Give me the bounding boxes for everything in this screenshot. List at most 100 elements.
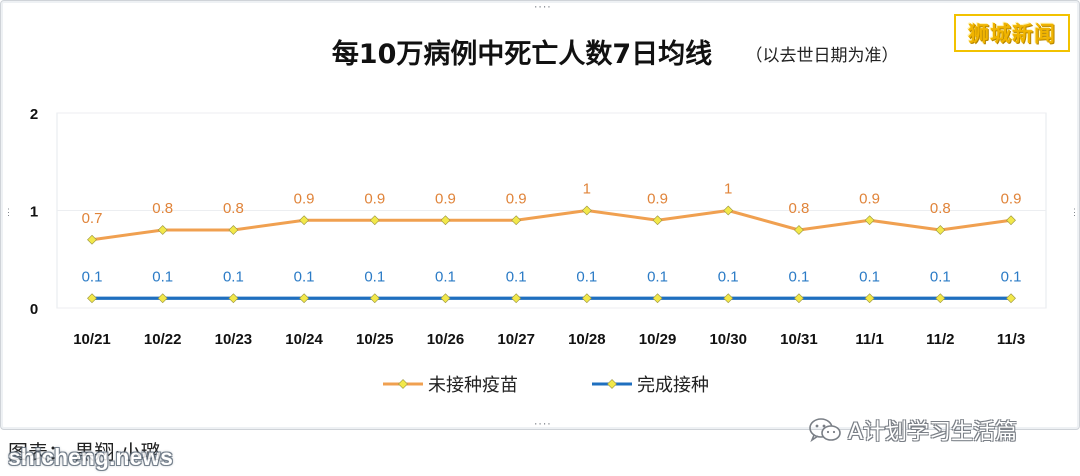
data-label: 0.1 (506, 268, 527, 285)
legend-label: 完成接种 (637, 375, 709, 396)
data-point (369, 215, 380, 226)
x-tick-label: 10/29 (639, 331, 677, 348)
data-label: 0.1 (647, 268, 668, 285)
data-point (228, 225, 239, 235)
data-point (511, 293, 522, 304)
data-label: 0.1 (82, 268, 103, 285)
resize-handle-left[interactable]: ⋮ (4, 208, 13, 218)
data-label: 0.9 (435, 190, 456, 207)
y-tick-label: 1 (30, 204, 38, 221)
data-point (440, 215, 451, 226)
data-point (157, 225, 168, 235)
data-label: 1 (724, 181, 732, 198)
data-label: 0.9 (1001, 190, 1022, 207)
chart-title-group: 每10万病例中死亡人数7日均线 （以去世日期为准） (332, 38, 899, 70)
y-tick-label: 2 (30, 106, 38, 123)
data-point (581, 205, 592, 216)
brand-name: 狮城新闻 (968, 22, 1056, 46)
x-tick-label: 10/24 (285, 331, 323, 348)
data-point (157, 293, 168, 304)
x-tick-label: 10/31 (780, 331, 818, 348)
y-tick-label: 0 (30, 301, 38, 318)
wechat-icon (809, 418, 841, 443)
data-label: 0.9 (506, 190, 527, 207)
series-layer: 0.70.8 0.80.9 0.9 0.9 0.910.910.80.90.80.90.… (82, 181, 1022, 304)
site-watermark: shicheng.news (8, 444, 173, 470)
data-label: 0.8 (152, 200, 173, 217)
data-point (511, 215, 522, 226)
data-point (864, 215, 875, 226)
data-label: 0.7 (82, 210, 103, 227)
x-tick-label: 10/25 (356, 331, 394, 348)
data-label: 0.1 (930, 268, 951, 285)
data-label: 0.9 (364, 190, 385, 207)
series-1: 0.7 0.8 0.8 0.9 0.9 0.9 0.9 1 0.9 1 0.8 0.9 0.8 0.9 (82, 181, 1022, 245)
data-point (935, 225, 946, 235)
data-label: 0.1 (576, 268, 597, 285)
legend-item-2: 完成接种 (592, 375, 709, 396)
caption-text: 图表： 黒翔·小璐 (8, 440, 161, 464)
data-point (1006, 215, 1016, 226)
wechat-watermark: A计划学习生活篇 (808, 412, 1068, 448)
data-point (87, 293, 97, 304)
wechat-account-name: A计划学习生活篇 (848, 420, 1018, 445)
x-tick-label: 10/26 (427, 331, 465, 348)
x-tick-label: 10/22 (144, 331, 182, 348)
data-point (935, 293, 946, 304)
series-line (91, 209, 1012, 242)
data-point (652, 215, 663, 226)
data-label: 0.1 (1001, 268, 1022, 285)
legend-item-1: 未接种疫苗 (383, 375, 518, 396)
data-point (299, 215, 310, 226)
data-label: 0.8 (223, 200, 244, 217)
data-point (228, 293, 239, 304)
data-point (581, 293, 592, 304)
resize-handle-top[interactable]: ···· (533, 3, 552, 13)
data-label: 0.1 (859, 268, 880, 285)
plot-area (56, 112, 1047, 309)
x-tick-label: 10/28 (568, 331, 606, 348)
series-2: 0.1 0.1 0.1 0.1 0.1 0.1 0.1 0.1 0.1 0.1 0.1 0.1 0.1 0… (82, 268, 1022, 304)
x-tick-label: 10/23 (215, 331, 253, 348)
data-label: 1 (583, 181, 591, 198)
x-tick-label: 11/1 (855, 331, 883, 348)
data-point (793, 225, 804, 235)
x-tick-label: 11/2 (926, 331, 954, 348)
resize-handle-right[interactable]: ⋮ (1070, 208, 1079, 218)
legend-swatch-marker (607, 379, 617, 389)
data-point (299, 293, 310, 304)
legend-label: 未接种疫苗 (428, 375, 518, 396)
data-point (369, 293, 380, 304)
data-label: 0.9 (859, 190, 880, 207)
data-label: 0.9 (294, 190, 315, 207)
data-label: 0.1 (294, 268, 315, 285)
chart-subtitle: （以去世日期为准） (746, 46, 899, 66)
x-tick-label: 10/30 (709, 331, 747, 348)
data-point (440, 293, 451, 304)
x-axis: 10/21 10/22 10/23 10/24 10/25 10/26 10/27 10/28… (73, 331, 1025, 348)
data-point (864, 293, 875, 304)
data-point (793, 293, 804, 304)
legend-swatch-marker (398, 379, 408, 389)
data-label: 0.1 (364, 268, 385, 285)
chart-title: 每10万病例中死亡人数7日均线 (332, 38, 712, 70)
data-point (1006, 293, 1016, 304)
figure-caption: 图表： 黒翔·小璐 shicheng.news (8, 432, 368, 474)
data-label: 0.1 (718, 268, 739, 285)
data-point (652, 293, 663, 304)
data-point (87, 234, 97, 245)
data-label: 0.1 (788, 268, 809, 285)
data-label: 0.8 (788, 200, 809, 217)
x-tick-label: 10/27 (497, 331, 535, 348)
x-tick-label: 10/21 (73, 331, 111, 348)
resize-handle-bottom[interactable]: ···· (533, 420, 552, 430)
data-point (723, 293, 734, 304)
brand-logo: 狮城新闻 (954, 14, 1070, 52)
data-label: 0.9 (647, 190, 668, 207)
data-point (723, 205, 734, 216)
chart-legend: 未接种疫苗 完成接种 (383, 375, 709, 396)
data-label: 0.8 (930, 200, 951, 217)
x-tick-label: 11/3 (997, 331, 1025, 348)
data-label: 0.1 (223, 268, 244, 285)
data-label: 0.1 (152, 268, 173, 285)
